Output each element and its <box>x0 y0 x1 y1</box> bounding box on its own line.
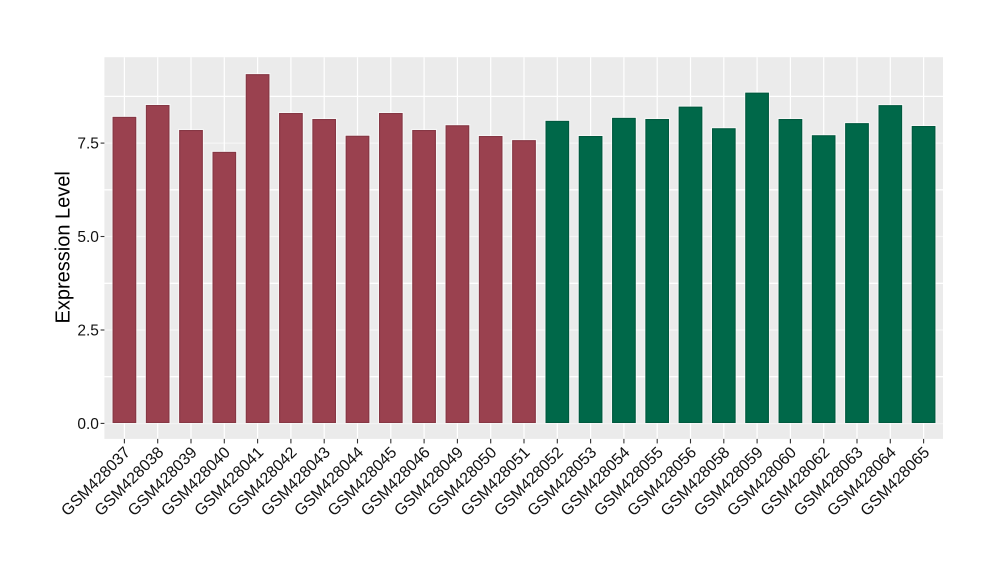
svg-text:7.5: 7.5 <box>77 136 99 153</box>
svg-text:5.0: 5.0 <box>77 229 99 246</box>
svg-text:Expression Level: Expression Level <box>53 171 75 323</box>
svg-text:2.5: 2.5 <box>77 322 99 339</box>
svg-text:0.0: 0.0 <box>77 416 99 433</box>
